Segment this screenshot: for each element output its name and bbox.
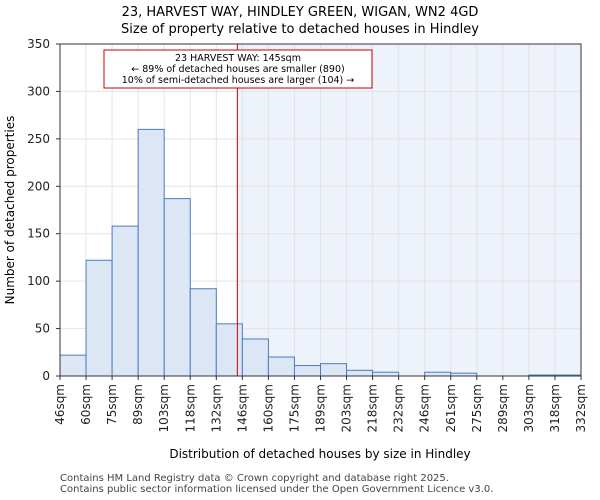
annotation-box: 23 HARVEST WAY: 145sqm ← 89% of detached…	[103, 49, 373, 89]
x-tick-label: 118sqm	[183, 384, 197, 432]
x-tick-label: 232sqm	[392, 384, 406, 432]
chart-title-line1: 23, HARVEST WAY, HINDLEY GREEN, WIGAN, W…	[122, 5, 479, 20]
x-tick-label: 246sqm	[418, 384, 432, 432]
bar	[267, 356, 295, 377]
y-tick-label: 250	[27, 132, 50, 146]
x-tick-label: 89sqm	[131, 384, 145, 425]
x-tick-label: 189sqm	[314, 384, 328, 432]
x-tick-label: 103sqm	[157, 384, 171, 432]
x-tick-label: 46sqm	[53, 384, 67, 425]
y-tick-label: 350	[27, 37, 50, 51]
x-tick-label: 318sqm	[548, 384, 562, 432]
bar	[293, 365, 322, 377]
bar	[111, 225, 139, 377]
x-tick-label: 275sqm	[470, 384, 484, 432]
footer-line1: Contains HM Land Registry data © Crown c…	[60, 473, 449, 484]
x-tick-label: 160sqm	[261, 384, 275, 432]
x-tick-label: 261sqm	[444, 384, 458, 432]
y-axis-ticks: 0 50 100 150 200 250 300 350	[27, 37, 60, 383]
bar	[163, 198, 191, 377]
x-tick-label: 175sqm	[287, 384, 301, 432]
x-tick-label: 289sqm	[496, 384, 510, 432]
bars-group	[59, 128, 582, 377]
y-axis-label: Number of detached properties	[3, 116, 17, 305]
annotation-line2: ← 89% of detached houses are smaller (89…	[131, 64, 344, 75]
bar	[241, 338, 269, 377]
bar	[59, 354, 87, 377]
highlight-region	[237, 44, 581, 376]
x-tick-label: 146sqm	[235, 384, 249, 432]
x-tick-label: 303sqm	[522, 384, 536, 432]
x-tick-label: 332sqm	[574, 384, 588, 432]
y-tick-label: 200	[27, 179, 50, 193]
y-tick-label: 150	[27, 227, 50, 241]
footer-line2: Contains public sector information licen…	[60, 484, 494, 495]
y-tick-label: 100	[27, 274, 50, 288]
bar	[372, 371, 400, 377]
y-tick-label: 300	[27, 84, 50, 98]
annotation-line1: 23 HARVEST WAY: 145sqm	[175, 53, 301, 64]
chart-title-line2: Size of property relative to detached ho…	[121, 22, 479, 37]
bar	[346, 369, 374, 377]
bar	[215, 323, 243, 377]
x-tick-label: 218sqm	[366, 384, 380, 432]
highlight-region-group	[237, 44, 581, 376]
y-tick-label: 50	[35, 322, 50, 336]
bar	[85, 259, 113, 377]
x-tick-label: 132sqm	[209, 384, 223, 432]
x-axis-label: Distribution of detached houses by size …	[169, 447, 470, 461]
x-tick-label: 60sqm	[79, 384, 93, 425]
bar	[424, 371, 452, 377]
x-axis-ticks: 46sqm 60sqm 75sqm 89sqm 103sqm 118sqm 132sqm 14…	[53, 376, 588, 432]
y-tick-label: 0	[42, 369, 50, 383]
bar	[189, 288, 217, 377]
x-tick-label: 203sqm	[340, 384, 354, 432]
bar	[320, 363, 348, 377]
bar	[137, 128, 165, 377]
x-tick-label: 75sqm	[105, 384, 119, 425]
annotation-line3: 10% of semi-detached houses are larger (…	[122, 75, 355, 86]
